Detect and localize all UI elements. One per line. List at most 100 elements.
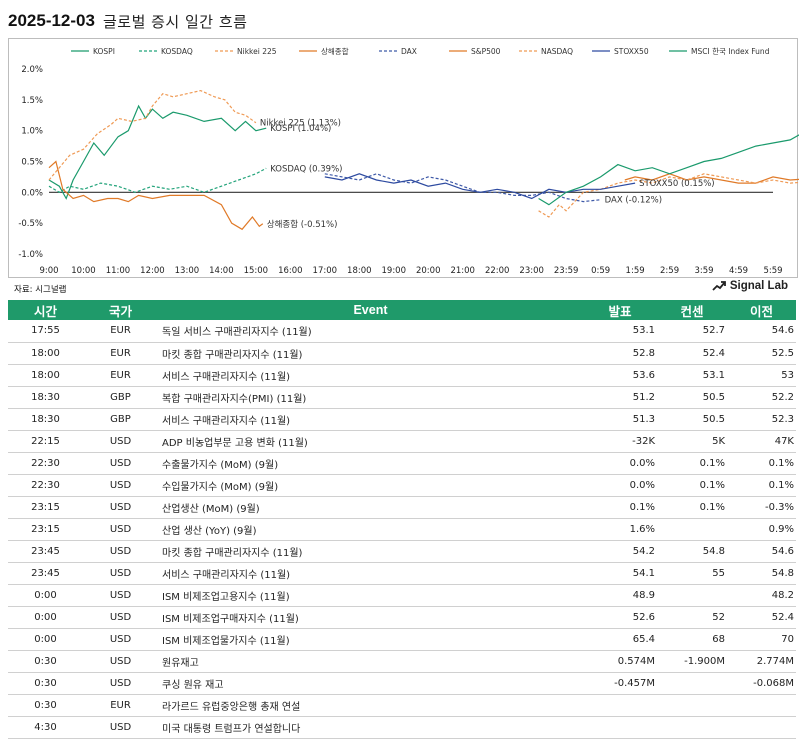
table-row: 17:55 EUR 독일 서비스 구매관리자지수 (11월) 53.1 52.7 54.6 — [8, 320, 796, 343]
series-line — [48, 89, 257, 181]
table-row: 22:30 USD 수출물가지수 (MoM) (9월) 0.0% 0.1% 0.1% — [8, 452, 796, 475]
cell-country: EUR — [83, 694, 158, 717]
cell-event: ISM 비제조업고용지수 (11월) — [158, 584, 583, 607]
cell-country: GBP — [83, 386, 158, 409]
cell-consensus: 5K — [657, 430, 727, 453]
series-line — [324, 173, 636, 200]
table-row: 18:00 EUR 마킷 종합 구매관리자지수 (11월) 52.8 52.4 52.5 — [8, 342, 796, 365]
cell-previous: 0.1% — [727, 474, 796, 497]
legend-label: 상해종합 — [321, 46, 349, 56]
cell-previous: 0.9% — [727, 518, 796, 541]
cell-time: 0:00 — [8, 628, 83, 651]
cell-country: USD — [83, 452, 158, 475]
cell-actual: 53.1 — [583, 320, 657, 343]
legend-label: Nikkei 225 — [237, 47, 277, 56]
cell-consensus: 0.1% — [657, 496, 727, 519]
table-row: 0:00 USD ISM 비제조업물가지수 (11월) 65.4 68 70 — [8, 628, 796, 651]
table-header-row: 시간 국가 Event 발표 컨센 이전 — [8, 300, 796, 320]
cell-time: 18:30 — [8, 386, 83, 409]
cell-consensus: 55 — [657, 562, 727, 585]
cell-consensus — [657, 518, 727, 541]
source-note: 자료: 시그널랩 — [14, 285, 67, 295]
cell-actual: 52.6 — [583, 606, 657, 629]
chart-area: 2.0% 1.5% 1.0% 0.5% 0.0% -0.5% -1.0% 9:00 10:00 1… — [8, 38, 799, 278]
cell-event: 라가르드 유럽중앙은행 총재 연설 — [158, 694, 583, 717]
x-tick-label: 16:00 — [278, 266, 303, 276]
cell-actual: 65.4 — [583, 628, 657, 651]
cell-consensus: 0.1% — [657, 474, 727, 497]
x-tick-label: 22:00 — [485, 266, 510, 276]
x-tick-label: 13:00 — [175, 266, 200, 276]
series-line — [48, 160, 264, 231]
cell-previous: 52.5 — [727, 342, 796, 365]
y-tick-label: 1.0% — [21, 127, 43, 137]
cell-event: 산업생산 (MoM) (9월) — [158, 496, 583, 519]
cell-previous: 47K — [727, 430, 796, 453]
cell-actual: -0.457M — [583, 672, 657, 695]
table-row: 23:45 USD 서비스 구매관리자지수 (11월) 54.1 55 54.8 — [8, 562, 796, 585]
cell-consensus: 52.7 — [657, 320, 727, 343]
cell-actual: 54.2 — [583, 540, 657, 563]
cell-event: ADP 비농업부문 고용 변화 (11월) — [158, 430, 583, 453]
y-tick-label: -0.5% — [18, 219, 43, 229]
cell-country: GBP — [83, 408, 158, 431]
cell-time: 22:30 — [8, 474, 83, 497]
cell-time: 23:15 — [8, 518, 83, 541]
x-tick-label: 9:00 — [39, 266, 58, 276]
cell-actual: 0.0% — [583, 452, 657, 475]
series-line — [538, 134, 799, 206]
calendar-table: 시간 국가 Event 발표 컨센 이전 17:55 EUR 독일 서비스 구매관리… — [8, 300, 796, 739]
col-header-actual: 발표 — [608, 304, 632, 319]
cell-country: USD — [83, 650, 158, 673]
col-header-consensus: 컨센 — [680, 304, 704, 319]
cell-country: USD — [83, 562, 158, 585]
table-row: 0:00 USD ISM 비제조업구매자지수 (11월) 52.6 52 52.4 — [8, 606, 796, 629]
cell-event: 미국 대통령 트럼프가 연설합니다 — [158, 716, 583, 739]
series-end-label: Nikkei 225 (1.13%) — [260, 119, 341, 129]
cell-previous: 52.4 — [727, 606, 796, 629]
series-end-label: STOXX50 (0.15%) — [639, 179, 715, 189]
x-tick-label: 5:59 — [763, 266, 782, 276]
cell-actual: 48.9 — [583, 584, 657, 607]
global-index-line-chart: 2.0% 1.5% 1.0% 0.5% 0.0% -0.5% -1.0% 9:00 10:00 1… — [18, 46, 799, 276]
cell-country: EUR — [83, 364, 158, 387]
cell-previous: -0.3% — [727, 496, 796, 519]
cell-event: 수입물가지수 (MoM) (9월) — [158, 474, 583, 497]
cell-consensus: -1.900M — [657, 650, 727, 673]
cell-previous — [727, 716, 796, 739]
x-tick-label: 20:00 — [416, 266, 441, 276]
brand-name: Signal Lab — [729, 280, 788, 292]
cell-event: 서비스 구매관리자지수 (11월) — [158, 364, 583, 387]
series-end-label: KOSPI (1.04%) — [270, 124, 331, 134]
cell-time: 17:55 — [8, 320, 83, 343]
cell-previous: 2.774M — [727, 650, 796, 673]
x-tick-label: 17:00 — [313, 266, 338, 276]
cell-previous: 54.8 — [727, 562, 796, 585]
cell-country: USD — [83, 474, 158, 497]
cell-event: 복합 구매관리자지수(PMI) (11월) — [158, 386, 583, 409]
y-tick-label: 1.5% — [21, 96, 43, 106]
cell-actual: 51.3 — [583, 408, 657, 431]
cell-event: ISM 비제조업구매자지수 (11월) — [158, 606, 583, 629]
table-row: 22:30 USD 수입물가지수 (MoM) (9월) 0.0% 0.1% 0.1% — [8, 474, 796, 497]
legend-label: MSCI 한국 Index Fund — [691, 47, 770, 56]
cell-actual: 0.1% — [583, 496, 657, 519]
table-row: 4:30 USD 미국 대통령 트럼프가 연설합니다 — [8, 716, 796, 739]
cell-previous: 52.2 — [727, 386, 796, 409]
cell-event: 원유재고 — [158, 650, 583, 673]
cell-event: 마킷 종합 구매관리자지수 (11월) — [158, 342, 583, 365]
cell-country: EUR — [83, 342, 158, 365]
cell-previous: 70 — [727, 628, 796, 651]
x-tick-label: 0:59 — [591, 266, 610, 276]
legend-label: DAX — [401, 47, 417, 56]
cell-event: 산업 생산 (YoY) (9월) — [158, 518, 583, 541]
table-row: 23:15 USD 산업생산 (MoM) (9월) 0.1% 0.1% -0.3% — [8, 496, 796, 519]
cell-time: 23:45 — [8, 562, 83, 585]
table-row: 0:30 USD 원유재고 0.574M -1.900M 2.774M — [8, 650, 796, 673]
cell-actual — [583, 694, 657, 717]
legend-label: KOSPI — [93, 47, 115, 56]
cell-country: USD — [83, 628, 158, 651]
cell-consensus — [657, 694, 727, 717]
page-title: 글로벌 증시 일간 흐름 — [102, 12, 248, 31]
cell-actual: 0.0% — [583, 474, 657, 497]
